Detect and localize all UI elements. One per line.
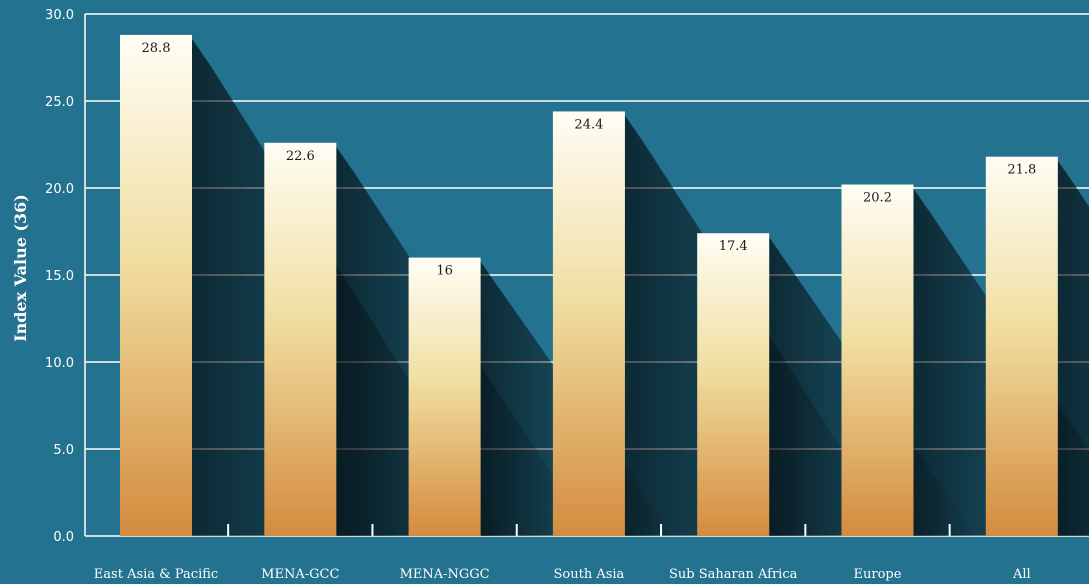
bar-shadow (1057, 160, 1089, 536)
data-label: 16 (436, 264, 453, 279)
data-label: 24.4 (574, 117, 603, 132)
x-tick-label: East Asia & Pacific (94, 567, 218, 582)
y-tick-label: 15.0 (45, 269, 74, 284)
data-label: 20.2 (863, 191, 892, 206)
y-tick-label: 0.0 (53, 530, 74, 545)
data-label: 28.8 (142, 41, 171, 56)
x-tick-label: MENA-NGGC (400, 567, 490, 582)
x-tick-label: Europe (854, 567, 902, 582)
x-tick-label: All (1012, 567, 1031, 582)
y-axis-label: Index Value (36) (11, 194, 30, 342)
bar (120, 34, 192, 536)
bar (985, 156, 1058, 536)
bar (697, 233, 770, 537)
data-labels: 28.8 22.6 16 24.4 17.4 20.2 21.8 (142, 41, 1037, 279)
data-label: 22.6 (286, 149, 315, 164)
bar (841, 184, 914, 536)
bars (120, 34, 1058, 537)
y-tick-label: 30.0 (45, 8, 74, 23)
y-tick-label: 5.0 (53, 443, 74, 458)
bar (264, 142, 337, 536)
bar-shadow (480, 261, 674, 536)
y-tick-label: 20.0 (45, 182, 74, 197)
x-tick-label: South Asia (553, 567, 624, 582)
y-tick-label: 10.0 (45, 356, 74, 371)
y-tick-label: 25.0 (45, 95, 74, 110)
bar (408, 257, 481, 536)
data-label: 17.4 (719, 239, 748, 254)
data-label: 21.8 (1007, 163, 1036, 178)
bar (552, 111, 625, 536)
x-tick-label: Sub Saharan Africa (669, 567, 798, 582)
x-tick-label: MENA-GCC (261, 567, 339, 582)
axes: 0.0 5.0 10.0 15.0 20.0 25.0 30.0 East Asia & Pa… (45, 8, 1031, 582)
